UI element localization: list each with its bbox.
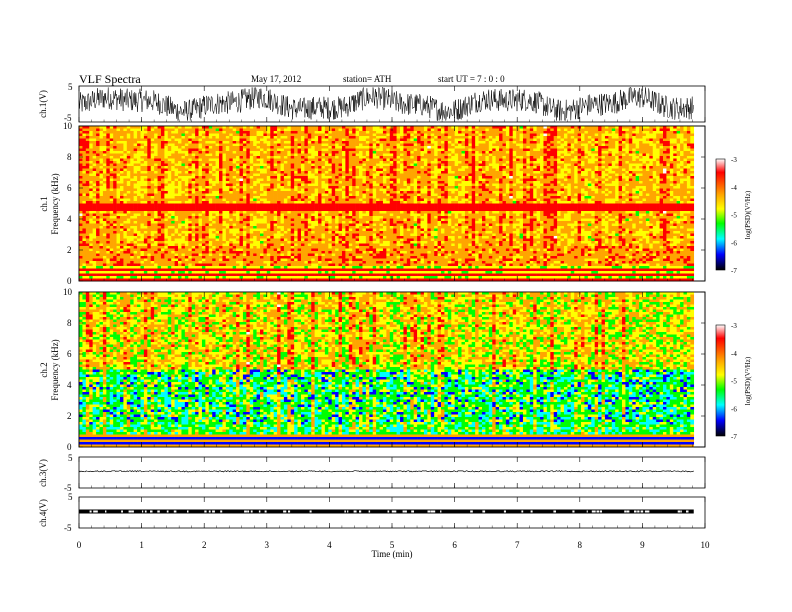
- ch2-colorbar: [715, 324, 726, 437]
- ch2-label: ch.2: [39, 362, 49, 377]
- ch1-ytick-bottom: -5: [64, 113, 72, 123]
- ch1-ytick-top: 5: [68, 82, 73, 92]
- x-tick-label: 3: [265, 540, 270, 550]
- freq-tick-label: 4: [67, 380, 72, 390]
- start-time-label: start UT = 7 : 0 : 0: [438, 74, 505, 84]
- ch1-waveform-trace: [78, 86, 694, 122]
- colorbar-tick-label: -7: [731, 267, 737, 275]
- ch3-ytick-top: 5: [68, 453, 73, 463]
- ch3-waveform-ylabel: ch.3(V): [38, 459, 48, 487]
- ch1-frequency-ylabel: Frequency (kHz): [50, 173, 60, 234]
- ch2-frequency-ylabel: Frequency (kHz): [50, 339, 60, 400]
- ch4-waveform-band: [79, 509, 694, 514]
- colorbar-tick-label: -5: [731, 378, 737, 386]
- x-tick-label: 0: [77, 540, 82, 550]
- colorbar-tick-label: -5: [731, 212, 737, 220]
- freq-tick-label: 6: [67, 183, 72, 193]
- freq-tick-label: 10: [63, 121, 73, 131]
- colorbar-tick-label: -6: [731, 405, 737, 413]
- ch1-colorbar-label: log(PSD)(V²/Hz): [744, 190, 752, 239]
- colorbar-tick-label: -7: [731, 433, 737, 441]
- x-tick-label: 6: [452, 540, 457, 550]
- ch3-ytick-bottom: -5: [64, 483, 72, 493]
- ch1-waveform-ylabel: ch.1(V): [38, 90, 48, 118]
- x-tick-label: 8: [578, 540, 583, 550]
- x-tick-label: 7: [515, 540, 520, 550]
- ch4-waveform-ylabel: ch.4(V): [38, 499, 48, 527]
- x-axis-ticks: [78, 86, 706, 528]
- ch4-ytick-bottom: -5: [64, 523, 72, 533]
- freq-tick-label: 8: [67, 318, 72, 328]
- freq-tick-label: 6: [67, 349, 72, 359]
- freq-tick-label: 0: [67, 442, 72, 452]
- x-tick-label: 2: [202, 540, 207, 550]
- date-label: May 17, 2012: [251, 74, 301, 84]
- ch4-ytick-top: 5: [68, 492, 73, 502]
- freq-tick-label: 2: [67, 411, 72, 421]
- ch1-waveform-line: [78, 86, 694, 122]
- ch2-colorbar-label: log(PSD)(V²/Hz): [744, 356, 752, 405]
- station-label: station= ATH: [343, 74, 391, 84]
- ch3-waveform-line: [78, 470, 694, 473]
- x-axis-label: Time (min): [372, 549, 413, 559]
- ch3-waveform-trace: [78, 470, 694, 473]
- x-tick-label: 5: [390, 540, 395, 550]
- x-tick-label: 4: [327, 540, 332, 550]
- freq-tick-label: 2: [67, 245, 72, 255]
- colorbar-tick-label: -4: [731, 184, 737, 192]
- ch1-label: ch.1: [39, 196, 49, 211]
- ch2-spectrogram: [79, 292, 695, 448]
- ch4-waveform-trace: [79, 509, 694, 514]
- x-tick-label: 9: [640, 540, 645, 550]
- freq-tick-label: 0: [67, 276, 72, 286]
- x-axis-tick-labels: 0 1 2 3 4 5 6 7 8 9 10: [77, 540, 710, 550]
- freq-tick-label: 10: [63, 287, 73, 297]
- colorbar-tick-label: -3: [731, 156, 737, 164]
- x-tick-label: 1: [139, 540, 144, 550]
- x-tick-label: 10: [701, 540, 711, 550]
- colorbar-tick-label: -3: [731, 322, 737, 330]
- colorbar-tick-label: -6: [731, 239, 737, 247]
- colorbar-tick-label: -4: [731, 350, 737, 358]
- figure-title: VLF Spectra: [79, 72, 141, 87]
- freq-tick-label: 8: [67, 152, 72, 162]
- ch1-colorbar: [715, 158, 726, 271]
- freq-tick-label: 4: [67, 214, 72, 224]
- ch1-spectrogram: [79, 126, 695, 282]
